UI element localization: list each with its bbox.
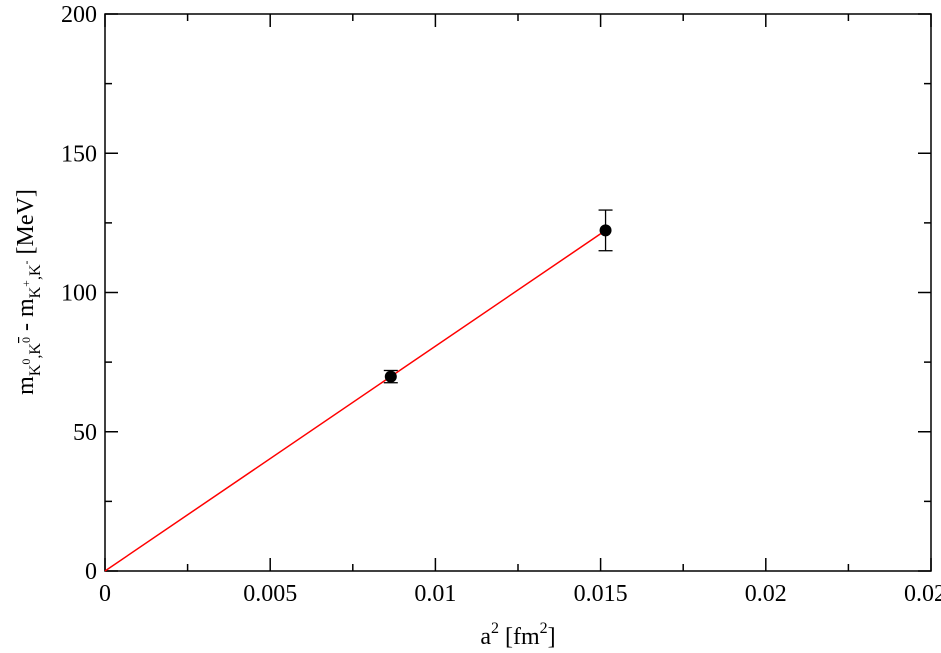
x-tick-label: 0.005 [243, 581, 297, 607]
x-tick-label: 0.025 [904, 581, 941, 607]
x-tick-label: 0.015 [574, 581, 628, 607]
fit-line [104, 229, 606, 572]
y-tick-label: 150 [61, 141, 97, 167]
point-marker [599, 224, 612, 237]
x-tick-label: 0 [99, 581, 111, 607]
x-axis-title: a2 [fm2] [480, 620, 555, 650]
axis-tick-labels: 0 0.005 0.01 0.015 0.02 0.025 0 50 100 150 200 [61, 2, 941, 607]
point-marker [384, 370, 397, 383]
y-axis-title: mK0,K0 - mK+,K- [MeV] [13, 189, 44, 395]
svg-text:mK0,K0 - mK+,K- [MeV]: mK0,K0 - mK+,K- [MeV] [13, 189, 44, 395]
x-tick-label: 0.02 [745, 581, 787, 607]
data-point [383, 369, 398, 384]
axis-ticks [104, 13, 932, 572]
y-tick-label: 100 [61, 281, 97, 307]
x-tick-label: 0.01 [414, 581, 456, 607]
y-tick-label: 200 [61, 2, 97, 28]
y-tick-label: 0 [85, 559, 97, 585]
y-tick-label: 50 [73, 420, 97, 446]
data-point [598, 209, 613, 252]
data-points-group [383, 209, 613, 384]
fit-line-group [104, 229, 606, 572]
